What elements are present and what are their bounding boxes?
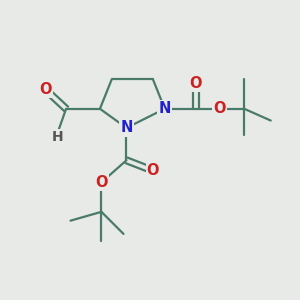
Text: H: H: [51, 130, 63, 144]
Text: O: O: [147, 163, 159, 178]
Text: N: N: [158, 101, 171, 116]
Text: O: O: [189, 76, 202, 91]
Text: N: N: [120, 120, 133, 135]
Text: O: O: [95, 175, 108, 190]
Text: O: O: [213, 101, 225, 116]
Text: O: O: [39, 82, 52, 97]
